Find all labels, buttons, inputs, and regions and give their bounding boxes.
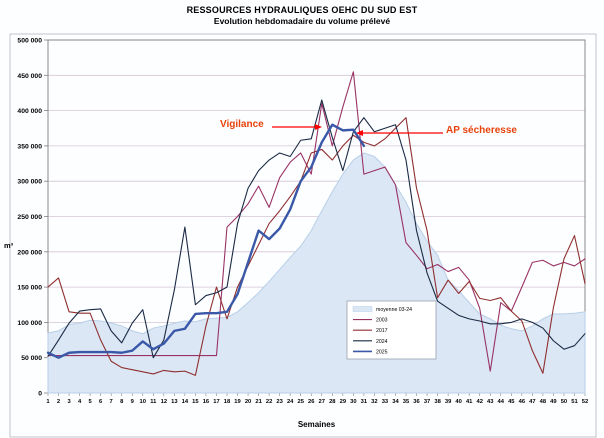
x-tick-label: 35 bbox=[403, 399, 410, 405]
x-tick-label: 10 bbox=[140, 399, 146, 405]
x-tick-label: 50 bbox=[561, 399, 567, 405]
y-tick-label: 350 000 bbox=[17, 143, 42, 150]
y-axis-label: m³ bbox=[4, 241, 14, 250]
series-line-2025 bbox=[46, 123, 366, 359]
annotation-vigilance: Vigilance bbox=[220, 119, 264, 130]
y-tick-label: 400 000 bbox=[17, 108, 42, 115]
x-tick-label: 12 bbox=[161, 399, 167, 405]
series-line-2024 bbox=[47, 99, 586, 359]
x-tick-label: 22 bbox=[266, 399, 272, 405]
x-tick-label: 26 bbox=[308, 399, 315, 405]
y-tick-label: 150 000 bbox=[17, 285, 42, 292]
x-tick-label: 2 bbox=[57, 399, 60, 405]
x-axis: 1 2 3 4 5 6 7 8 9 10 11 12 13 14 15 16 17 18 19 20 21 22 23 24 2… bbox=[46, 393, 588, 405]
x-tick-label: 9 bbox=[131, 399, 135, 405]
x-tick-label: 5 bbox=[89, 399, 93, 405]
x-tick-label: 3 bbox=[67, 399, 71, 405]
x-tick-label: 20 bbox=[245, 399, 251, 405]
x-tick-label: 47 bbox=[529, 399, 535, 405]
x-tick-label: 42 bbox=[476, 399, 482, 405]
y-tick-label: 200 000 bbox=[17, 249, 42, 256]
y-tick-label: 500 000 bbox=[17, 38, 42, 45]
y-tick-label: 50 000 bbox=[21, 355, 42, 362]
x-tick-label: 23 bbox=[276, 399, 283, 405]
x-tick-label: 30 bbox=[350, 399, 356, 405]
series-line-2003 bbox=[47, 71, 586, 372]
x-tick-label: 29 bbox=[340, 399, 347, 405]
x-tick-label: 49 bbox=[550, 399, 557, 405]
x-tick-label: 27 bbox=[319, 399, 325, 405]
legend: moyenne 03-24 2003 2017 2024 2025 bbox=[346, 300, 437, 360]
x-tick-label: 1 bbox=[46, 399, 50, 405]
x-tick-label: 52 bbox=[582, 399, 588, 405]
x-tick-label: 24 bbox=[287, 399, 294, 405]
x-tick-label: 39 bbox=[445, 399, 452, 405]
x-tick-label: 15 bbox=[192, 399, 199, 405]
chart-title: RESSOURCES HYDRAULIQUES OEHC DU SUD EST bbox=[186, 5, 418, 15]
annotation-arrow-head bbox=[315, 124, 322, 130]
x-tick-label: 34 bbox=[392, 399, 399, 405]
legend-swatch-area bbox=[352, 306, 373, 312]
x-tick-label: 14 bbox=[182, 399, 189, 405]
x-tick-label: 31 bbox=[361, 399, 368, 405]
chart-frame bbox=[9, 33, 597, 438]
x-tick-label: 45 bbox=[508, 399, 515, 405]
x-tick-label: 36 bbox=[413, 399, 420, 405]
series-area-moyenne-03-24 bbox=[47, 152, 586, 394]
x-tick-label: 48 bbox=[540, 399, 547, 405]
x-tick-label: 19 bbox=[234, 399, 241, 405]
y-tick-label: 450 000 bbox=[17, 73, 42, 80]
x-tick-label: 37 bbox=[424, 399, 430, 405]
x-tick-label: 18 bbox=[224, 399, 231, 405]
x-tick-label: 33 bbox=[382, 399, 389, 405]
x-tick-label: 13 bbox=[171, 399, 178, 405]
y-tick-label: 300 000 bbox=[17, 179, 42, 186]
x-tick-label: 32 bbox=[371, 399, 377, 405]
x-tick-label: 17 bbox=[213, 399, 219, 405]
x-tick-label: 28 bbox=[329, 399, 336, 405]
legend-label: 2024 bbox=[376, 339, 388, 345]
x-tick-label: 40 bbox=[455, 399, 461, 405]
x-tick-label: 11 bbox=[150, 399, 157, 405]
legend-label: 2025 bbox=[376, 349, 388, 355]
legend-label: moyenne 03-24 bbox=[376, 307, 412, 313]
x-tick-label: 4 bbox=[78, 399, 82, 405]
x-tick-label: 46 bbox=[519, 399, 526, 405]
x-tick-label: 38 bbox=[434, 399, 441, 405]
x-tick-label: 51 bbox=[571, 399, 578, 405]
x-tick-label: 44 bbox=[498, 399, 505, 405]
x-tick-label: 8 bbox=[120, 399, 124, 405]
x-tick-label: 41 bbox=[466, 399, 473, 405]
y-tick-label: 250 000 bbox=[17, 214, 42, 221]
y-tick-label: 100 000 bbox=[17, 320, 42, 327]
y-tick-label: 0 bbox=[38, 391, 42, 398]
x-axis-label: Semaines bbox=[297, 420, 336, 429]
x-tick-label: 6 bbox=[99, 399, 103, 405]
x-tick-label: 7 bbox=[110, 399, 113, 405]
chart-subtitle: Evolution hebdomadaire du volume prélevé bbox=[213, 16, 391, 26]
x-tick-label: 43 bbox=[487, 399, 494, 405]
annotation-ap-secheresse: AP sécheresse bbox=[446, 125, 517, 136]
x-tick-label: 21 bbox=[255, 399, 262, 405]
series-line-2017 bbox=[47, 117, 586, 376]
x-tick-label: 25 bbox=[297, 399, 304, 405]
legend-label: 2017 bbox=[376, 328, 388, 334]
legend-label: 2003 bbox=[376, 318, 388, 324]
x-tick-label: 16 bbox=[203, 399, 210, 405]
annotation-arrow-head bbox=[356, 130, 363, 136]
